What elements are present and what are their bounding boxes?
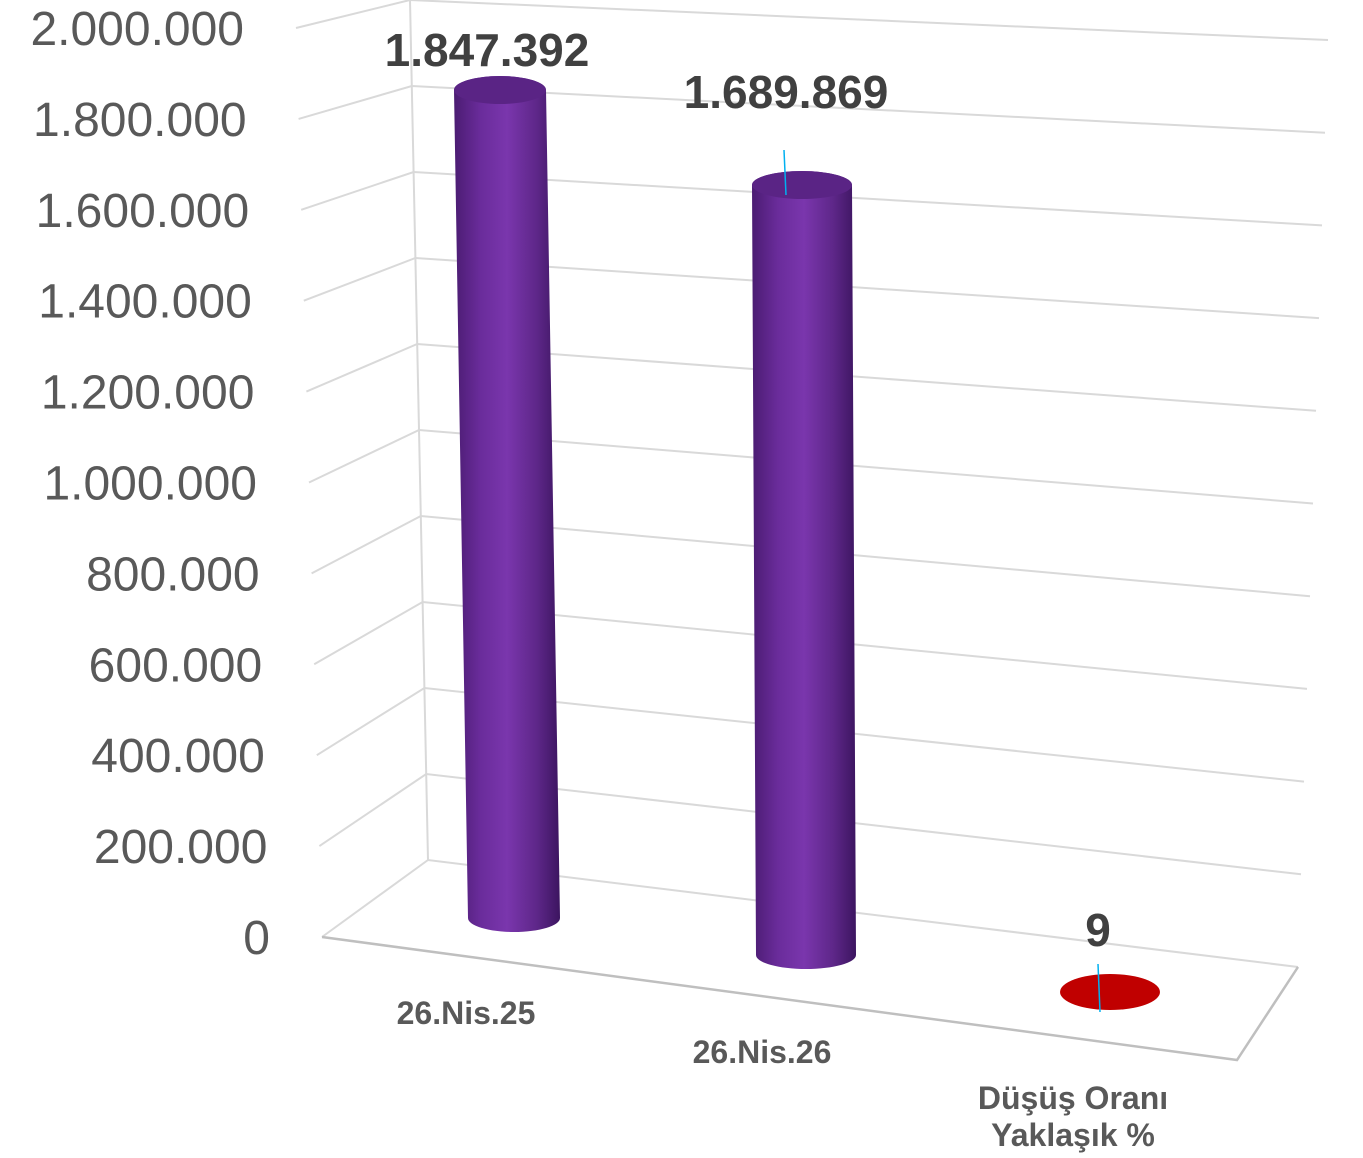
gridline xyxy=(303,256,1320,320)
data-label: 1.689.869 xyxy=(684,66,889,118)
y-tick-label: 400.000 xyxy=(91,730,265,783)
bar-body xyxy=(454,76,560,932)
gridline xyxy=(300,170,1323,227)
floor-front-edge xyxy=(321,935,1300,1062)
bar-body xyxy=(752,171,856,969)
data-labels: 1.847.392 1.689.869 9 xyxy=(385,24,1111,956)
y-tick-label: 200.000 xyxy=(94,821,268,874)
bar-disc xyxy=(1060,974,1160,1010)
gridline xyxy=(308,428,1314,505)
bar-top xyxy=(752,171,852,199)
gridline xyxy=(306,342,1317,412)
y-tick-label: 800.000 xyxy=(86,548,260,601)
gridline xyxy=(318,772,1302,876)
bars xyxy=(454,76,1160,1013)
data-label: 1.847.392 xyxy=(385,24,590,76)
y-tick-label: 1.200.000 xyxy=(41,367,255,420)
leader-line xyxy=(783,149,787,196)
y-tick-label: 0 xyxy=(243,912,270,965)
gridline xyxy=(298,84,1326,134)
gridline xyxy=(295,0,1329,41)
bar xyxy=(454,76,560,932)
gridline xyxy=(313,600,1308,690)
gridlines xyxy=(295,0,1329,876)
y-tick-label: 600.000 xyxy=(89,639,263,692)
bar-top xyxy=(454,76,546,104)
y-tick-label: 1.000.000 xyxy=(43,458,257,511)
leader-line xyxy=(1097,963,1101,1013)
x-axis-ticks: 26.Nis.25 26.Nis.26 Düşüş Oranı Yaklaşık % xyxy=(397,995,1169,1153)
bar xyxy=(1060,963,1160,1013)
gridline xyxy=(316,686,1305,783)
floor-back-edge xyxy=(321,858,1299,968)
x-tick-label: 26.Nis.25 xyxy=(397,995,536,1031)
x-tick-label: Düşüş Oranı Yaklaşık % xyxy=(978,1080,1168,1153)
y-tick-label: 1.400.000 xyxy=(38,276,252,329)
y-axis-ticks: 0 200.000 400.000 600.000 800.000 1.000.000 1.… xyxy=(30,3,270,965)
y-tick-label: 1.800.000 xyxy=(33,94,247,147)
y-tick-label: 2.000.000 xyxy=(30,3,244,56)
gridline xyxy=(311,514,1311,598)
y-tick-label: 1.600.000 xyxy=(36,185,250,238)
bar xyxy=(752,149,856,969)
x-tick-label: 26.Nis.26 xyxy=(693,1034,832,1070)
chart-floor xyxy=(321,858,1300,1062)
data-label: 9 xyxy=(1085,904,1111,956)
